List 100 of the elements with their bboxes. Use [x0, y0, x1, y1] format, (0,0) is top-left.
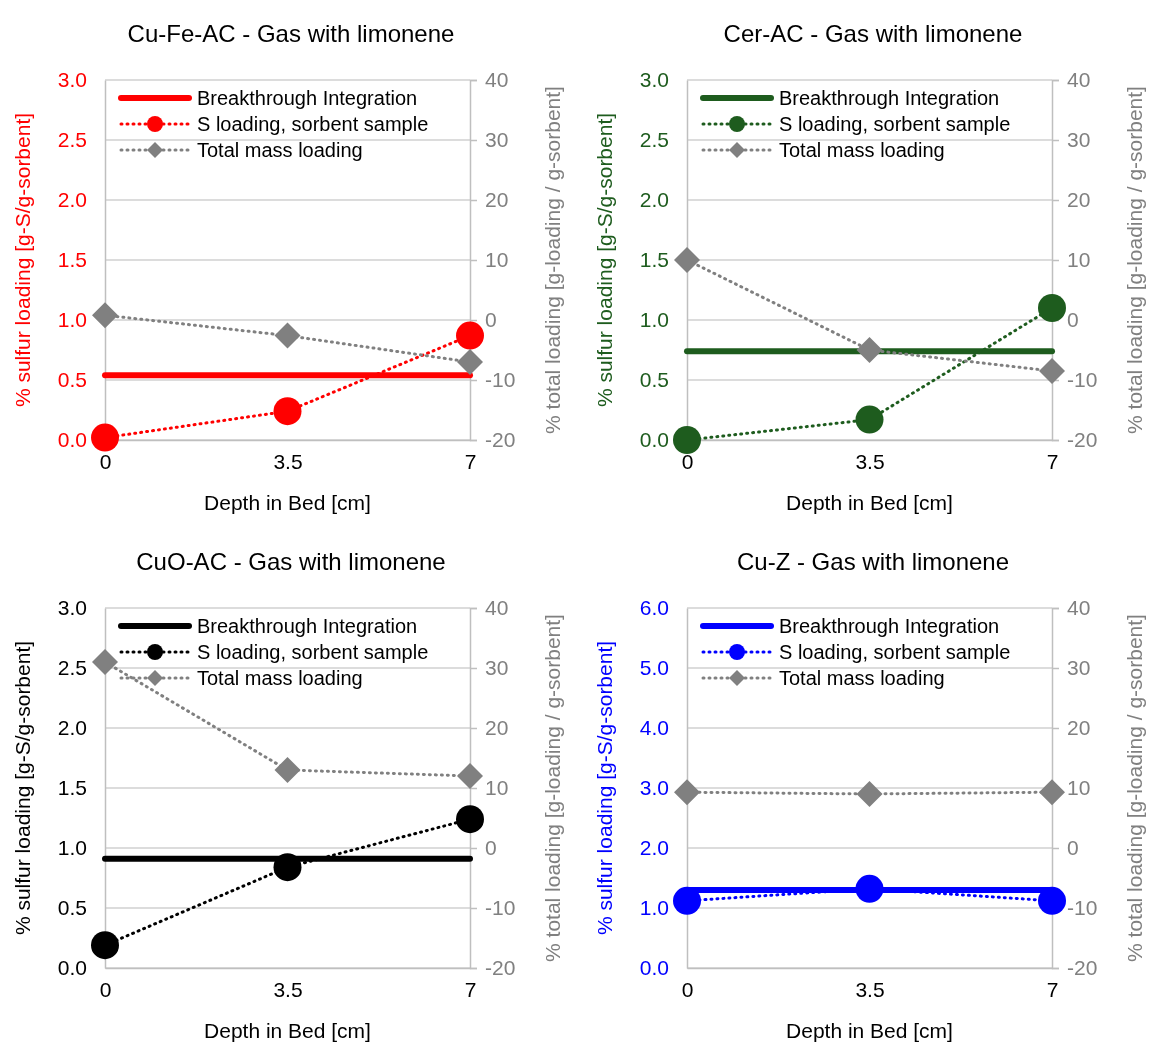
y-tick-label: 2.0 [57, 188, 87, 212]
x-tick-label: 7 [1046, 449, 1059, 473]
y2-tick-label: -10 [1067, 368, 1098, 392]
y2-tick-label: 40 [485, 596, 509, 620]
y2-tick-label: 30 [1067, 128, 1091, 152]
legend-label: S loading, sorbent sample [779, 113, 1011, 135]
y2-axis-title: % total loading [g-loading / g-sorbent] [541, 86, 564, 434]
x-tick-label: 3.5 [273, 977, 303, 1001]
y2-axis-title: % total loading [g-loading / g-sorbent] [541, 614, 564, 962]
y2-tick-label: -10 [485, 368, 516, 392]
y-tick-label: 1.5 [57, 248, 87, 272]
point [92, 302, 118, 329]
y2-tick-label: -20 [485, 428, 516, 452]
y-tick-label: 1.0 [639, 308, 669, 332]
y-tick-label: 0.5 [57, 896, 87, 920]
y-tick-label: 0.0 [639, 956, 669, 980]
y-tick-label: 5.0 [639, 656, 669, 680]
point [1039, 358, 1065, 384]
y-tick-label: 0.0 [57, 428, 87, 452]
y2-tick-label: 0 [1067, 308, 1079, 332]
x-tick-label: 0 [99, 977, 112, 1001]
y2-tick-label: 0 [485, 836, 497, 860]
x-axis-title: Depth in Bed [cm] [204, 1019, 371, 1042]
point [673, 426, 701, 454]
x-tick-label: 7 [464, 449, 477, 473]
y-tick-label: 3.0 [57, 68, 87, 92]
y-tick-label: 1.5 [57, 776, 87, 800]
point [456, 321, 484, 350]
y2-tick-label: -20 [1067, 428, 1098, 452]
y2-tick-label: 40 [1067, 68, 1091, 92]
y-tick-label: 2.5 [639, 128, 669, 152]
legend-label: Breakthrough Integration [197, 87, 418, 109]
x-tick-label: 0 [681, 449, 694, 473]
y2-tick-label: 30 [485, 128, 509, 152]
legend-label: S loading, sorbent sample [197, 113, 429, 135]
y-tick-label: 0.5 [57, 368, 87, 392]
x-tick-label: 3.5 [855, 977, 885, 1001]
chart-title: Cu-Z - Gas with limonene [736, 548, 1010, 575]
y-tick-label: 1.0 [639, 896, 669, 920]
y2-axis-title: % total loading [g-loading / g-sorbent] [1123, 614, 1146, 962]
y-tick-label: 0.5 [639, 368, 669, 392]
y-tick-label: 1.0 [57, 308, 87, 332]
legend-label: Total mass loading [197, 139, 363, 161]
y2-tick-label: 10 [1067, 776, 1091, 800]
y-tick-label: 2.5 [57, 656, 87, 680]
y2-tick-label: 20 [1067, 716, 1091, 740]
point [457, 763, 483, 789]
y-tick-label: 3.0 [57, 596, 87, 620]
chart-title: CuO-AC - Gas with limonene [136, 548, 446, 575]
y2-tick-label: 10 [485, 776, 509, 800]
y-tick-label: 2.0 [639, 188, 669, 212]
x-tick-label: 7 [464, 977, 477, 1001]
x-tick-label: 0 [99, 449, 112, 473]
y-tick-label: 1.0 [57, 836, 87, 860]
point [457, 349, 483, 375]
point [274, 757, 301, 783]
legend-label: Breakthrough Integration [197, 615, 418, 637]
x-tick-label: 0 [681, 977, 694, 1001]
y2-tick-label: 10 [1067, 248, 1091, 272]
x-tick-label: 3.5 [855, 449, 885, 473]
y2-tick-label: -10 [485, 896, 516, 920]
y-tick-label: 2.0 [57, 716, 87, 740]
y2-tick-label: 30 [485, 656, 509, 680]
y-tick-label: 2.5 [57, 128, 87, 152]
y-tick-label: 0.0 [57, 956, 87, 980]
point [856, 337, 883, 363]
legend-label: Total mass loading [779, 667, 945, 689]
y2-tick-label: 0 [1067, 836, 1079, 860]
chart-title: Cu-Fe-AC - Gas with limonene [127, 20, 455, 47]
y-axis-title: % sulfur loading [g-S/g-sorbent] [11, 112, 34, 408]
y2-tick-label: -20 [485, 956, 516, 980]
point [273, 853, 302, 882]
legend-label: Total mass loading [779, 139, 945, 161]
y-tick-label: 2.0 [639, 836, 669, 860]
y-tick-label: 1.5 [639, 248, 669, 272]
y-tick-label: 0.0 [639, 428, 669, 452]
y-axis-title: % sulfur loading [g-S/g-sorbent] [593, 640, 616, 936]
y2-tick-label: 30 [1067, 656, 1091, 680]
y2-tick-label: 20 [485, 188, 509, 212]
legend-label: Total mass loading [197, 667, 363, 689]
x-axis-title: Depth in Bed [cm] [786, 491, 953, 514]
point [855, 405, 884, 434]
y2-tick-label: 10 [485, 248, 509, 272]
y-tick-label: 6.0 [639, 596, 669, 620]
x-tick-label: 3.5 [273, 449, 303, 473]
point [273, 397, 302, 426]
y2-tick-label: 40 [485, 68, 509, 92]
point [92, 649, 118, 675]
legend-label: Breakthrough Integration [779, 87, 1000, 109]
legend-label: S loading, sorbent sample [197, 641, 429, 663]
y-tick-label: 3.0 [639, 68, 669, 92]
y-tick-label: 3.0 [639, 776, 669, 800]
point [91, 423, 119, 452]
point [91, 931, 119, 960]
y2-tick-label: 20 [485, 716, 509, 740]
point [456, 805, 484, 834]
point [274, 322, 301, 349]
chart-title: Cer-AC - Gas with limonene [723, 20, 1023, 47]
y2-tick-label: 20 [1067, 188, 1091, 212]
legend-label: Breakthrough Integration [779, 615, 1000, 637]
